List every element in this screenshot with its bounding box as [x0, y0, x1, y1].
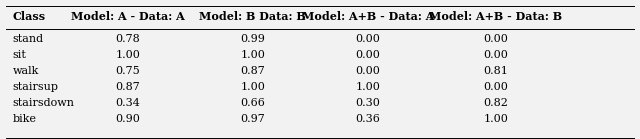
Text: 0.00: 0.00	[484, 82, 508, 92]
Text: Model: A+B - Data: A: Model: A+B - Data: A	[302, 11, 434, 22]
Text: stairsup: stairsup	[13, 82, 59, 92]
Text: 1.00: 1.00	[116, 50, 140, 60]
Text: 0.00: 0.00	[356, 34, 380, 44]
Text: 1.00: 1.00	[356, 82, 380, 92]
Text: 1.00: 1.00	[484, 114, 508, 124]
Text: 0.30: 0.30	[356, 98, 380, 108]
Text: 0.75: 0.75	[116, 66, 140, 76]
Text: Model: A - Data: A: Model: A - Data: A	[71, 11, 185, 22]
Text: 0.36: 0.36	[356, 114, 380, 124]
Text: sit: sit	[13, 50, 27, 60]
Text: 0.87: 0.87	[116, 82, 140, 92]
Text: 0.66: 0.66	[241, 98, 265, 108]
Text: 0.90: 0.90	[116, 114, 140, 124]
Text: 0.34: 0.34	[116, 98, 140, 108]
Text: Model: A+B - Data: B: Model: A+B - Data: B	[429, 11, 563, 22]
Text: 1.00: 1.00	[241, 82, 265, 92]
Text: 0.00: 0.00	[356, 66, 380, 76]
Text: stand: stand	[13, 34, 44, 44]
Text: 0.00: 0.00	[484, 34, 508, 44]
Text: 0.99: 0.99	[241, 34, 265, 44]
Text: 0.00: 0.00	[356, 50, 380, 60]
Text: Model: B Data: B: Model: B Data: B	[200, 11, 306, 22]
Text: 0.78: 0.78	[116, 34, 140, 44]
Text: Class: Class	[13, 11, 46, 22]
Text: 0.82: 0.82	[484, 98, 508, 108]
Text: bike: bike	[13, 114, 36, 124]
Text: stairsdown: stairsdown	[13, 98, 75, 108]
Text: 0.87: 0.87	[241, 66, 265, 76]
Text: walk: walk	[13, 66, 39, 76]
Text: 0.00: 0.00	[484, 50, 508, 60]
Text: 1.00: 1.00	[241, 50, 265, 60]
Text: 0.81: 0.81	[484, 66, 508, 76]
Text: 0.97: 0.97	[241, 114, 265, 124]
